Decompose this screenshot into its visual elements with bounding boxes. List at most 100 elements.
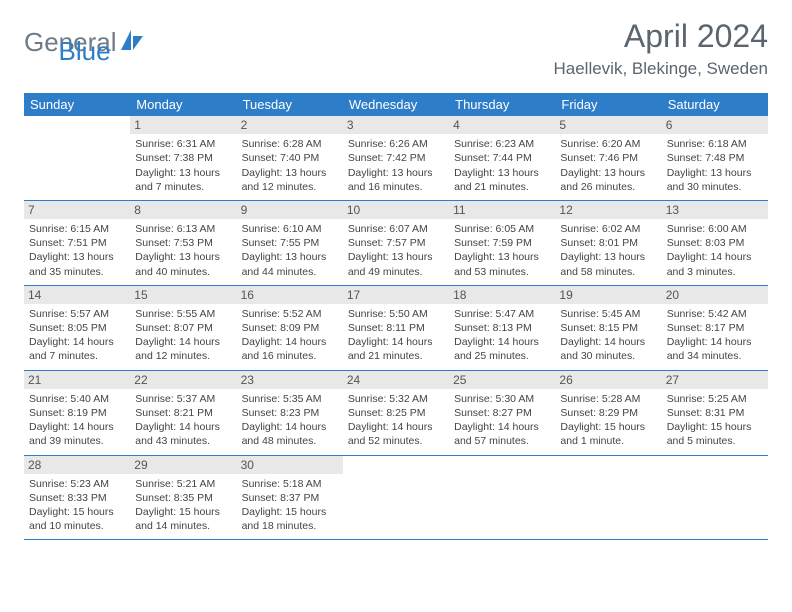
calendar-cell: 15Sunrise: 5:55 AMSunset: 8:07 PMDayligh… <box>130 285 236 370</box>
daylight-text: Daylight: 14 hours and 12 minutes. <box>135 335 231 363</box>
day-details: Sunrise: 5:23 AMSunset: 8:33 PMDaylight:… <box>29 477 125 534</box>
day-number: 27 <box>662 371 768 389</box>
calendar-week-row: 21Sunrise: 5:40 AMSunset: 8:19 PMDayligh… <box>24 370 768 455</box>
logo-word2: Blue <box>59 36 111 66</box>
sunrise-text: Sunrise: 5:42 AM <box>667 307 763 321</box>
day-number: 28 <box>24 456 130 474</box>
calendar-cell: 23Sunrise: 5:35 AMSunset: 8:23 PMDayligh… <box>237 370 343 455</box>
calendar-cell: 25 Sunrise: 5:30 AMSunset: 8:27 PMDayligh… <box>449 370 555 455</box>
day-details: Sunrise: 5:40 AMSunset: 8:19 PMDaylight:… <box>29 392 125 449</box>
daylight-text: Daylight: 13 hours and 49 minutes. <box>348 250 444 278</box>
day-number: 10 <box>343 201 449 219</box>
calendar-cell: 5 Sunrise: 6:20 AMSunset: 7:46 PMDaylight… <box>555 116 661 200</box>
sunset-text: Sunset: 8:21 PM <box>135 406 231 420</box>
day-header: Monday <box>130 93 236 116</box>
calendar-cell: 11Sunrise: 6:05 AMSunset: 7:59 PMDayligh… <box>449 200 555 285</box>
day-number: 18 <box>449 286 555 304</box>
day-header: Wednesday <box>343 93 449 116</box>
sunrise-text: Sunrise: 6:23 AM <box>454 137 550 151</box>
sunset-text: Sunset: 7:42 PM <box>348 151 444 165</box>
daylight-text: Daylight: 13 hours and 44 minutes. <box>242 250 338 278</box>
day-details: Sunrise: 5:30 AMSunset: 8:27 PMDaylight:… <box>454 392 550 449</box>
calendar-cell <box>662 455 768 540</box>
daylight-text: Daylight: 14 hours and 34 minutes. <box>667 335 763 363</box>
day-details: Sunrise: 5:45 AMSunset: 8:15 PMDaylight:… <box>560 307 656 364</box>
sunrise-text: Sunrise: 5:18 AM <box>242 477 338 491</box>
calendar-cell: 22Sunrise: 5:37 AMSunset: 8:21 PMDayligh… <box>130 370 236 455</box>
calendar-head: SundayMondayTuesdayWednesdayThursdayFrid… <box>24 93 768 116</box>
daylight-text: Daylight: 13 hours and 58 minutes. <box>560 250 656 278</box>
sunrise-text: Sunrise: 5:57 AM <box>29 307 125 321</box>
calendar-cell: 17Sunrise: 5:50 AMSunset: 8:11 PMDayligh… <box>343 285 449 370</box>
sunset-text: Sunset: 8:05 PM <box>29 321 125 335</box>
day-details: Sunrise: 6:13 AMSunset: 7:53 PMDaylight:… <box>135 222 231 279</box>
daylight-text: Daylight: 15 hours and 1 minute. <box>560 420 656 448</box>
sunset-text: Sunset: 7:40 PM <box>242 151 338 165</box>
calendar-cell: 29Sunrise: 5:21 AMSunset: 8:35 PMDayligh… <box>130 455 236 540</box>
day-number: 9 <box>237 201 343 219</box>
day-number: 2 <box>237 116 343 134</box>
day-number: 12 <box>555 201 661 219</box>
day-details: Sunrise: 5:35 AMSunset: 8:23 PMDaylight:… <box>242 392 338 449</box>
day-number: 30 <box>237 456 343 474</box>
calendar-cell: 1Sunrise: 6:31 AMSunset: 7:38 PMDaylight… <box>130 116 236 200</box>
day-details: Sunrise: 5:32 AMSunset: 8:25 PMDaylight:… <box>348 392 444 449</box>
day-header: Friday <box>555 93 661 116</box>
day-number: 17 <box>343 286 449 304</box>
calendar-cell: 3Sunrise: 6:26 AMSunset: 7:42 PMDaylight… <box>343 116 449 200</box>
day-details: Sunrise: 5:42 AMSunset: 8:17 PMDaylight:… <box>667 307 763 364</box>
sunrise-text: Sunrise: 6:20 AM <box>560 137 656 151</box>
calendar-cell: 21Sunrise: 5:40 AMSunset: 8:19 PMDayligh… <box>24 370 130 455</box>
calendar-cell: 8Sunrise: 6:13 AMSunset: 7:53 PMDaylight… <box>130 200 236 285</box>
calendar-cell: 30 Sunrise: 5:18 AMSunset: 8:37 PMDayligh… <box>237 455 343 540</box>
day-details: Sunrise: 6:02 AMSunset: 8:01 PMDaylight:… <box>560 222 656 279</box>
calendar-week-row: 28 Sunrise: 5:23 AMSunset: 8:33 PMDayligh… <box>24 455 768 540</box>
sunset-text: Sunset: 8:35 PM <box>135 491 231 505</box>
calendar-cell: 13Sunrise: 6:00 AMSunset: 8:03 PMDayligh… <box>662 200 768 285</box>
calendar-week-row: 1Sunrise: 6:31 AMSunset: 7:38 PMDaylight… <box>24 116 768 200</box>
calendar-week-row: 7Sunrise: 6:15 AMSunset: 7:51 PMDaylight… <box>24 200 768 285</box>
sunrise-text: Sunrise: 6:00 AM <box>667 222 763 236</box>
day-details: Sunrise: 5:37 AMSunset: 8:21 PMDaylight:… <box>135 392 231 449</box>
sunrise-text: Sunrise: 6:18 AM <box>667 137 763 151</box>
month-title: April 2024 <box>553 18 768 55</box>
day-number: 14 <box>24 286 130 304</box>
calendar-cell: 2Sunrise: 6:28 AMSunset: 7:40 PMDaylight… <box>237 116 343 200</box>
sunrise-text: Sunrise: 5:45 AM <box>560 307 656 321</box>
sunset-text: Sunset: 7:57 PM <box>348 236 444 250</box>
daylight-text: Daylight: 14 hours and 3 minutes. <box>667 250 763 278</box>
sunset-text: Sunset: 7:53 PM <box>135 236 231 250</box>
daylight-text: Daylight: 14 hours and 25 minutes. <box>454 335 550 363</box>
sunrise-text: Sunrise: 5:52 AM <box>242 307 338 321</box>
sunset-text: Sunset: 8:37 PM <box>242 491 338 505</box>
day-details: Sunrise: 5:21 AMSunset: 8:35 PMDaylight:… <box>135 477 231 534</box>
day-number: 5 <box>555 116 661 134</box>
day-number: 26 <box>555 371 661 389</box>
sunrise-text: Sunrise: 5:50 AM <box>348 307 444 321</box>
daylight-text: Daylight: 14 hours and 21 minutes. <box>348 335 444 363</box>
calendar-cell: 10Sunrise: 6:07 AMSunset: 7:57 PMDayligh… <box>343 200 449 285</box>
calendar-cell <box>343 455 449 540</box>
daylight-text: Daylight: 15 hours and 5 minutes. <box>667 420 763 448</box>
sunrise-text: Sunrise: 6:28 AM <box>242 137 338 151</box>
calendar-cell: 12 Sunrise: 6:02 AMSunset: 8:01 PMDayligh… <box>555 200 661 285</box>
calendar-cell: 19Sunrise: 5:45 AMSunset: 8:15 PMDayligh… <box>555 285 661 370</box>
calendar-week-row: 14 Sunrise: 5:57 AMSunset: 8:05 PM Dayligh… <box>24 285 768 370</box>
day-number: 25 <box>449 371 555 389</box>
daylight-text: Daylight: 14 hours and 52 minutes. <box>348 420 444 448</box>
day-details: Sunrise: 6:00 AMSunset: 8:03 PMDaylight:… <box>667 222 763 279</box>
sunset-text: Sunset: 7:48 PM <box>667 151 763 165</box>
daylight-text: Daylight: 13 hours and 53 minutes. <box>454 250 550 278</box>
calendar-cell <box>555 455 661 540</box>
sunrise-text: Sunrise: 5:21 AM <box>135 477 231 491</box>
logo: General Blue <box>24 18 111 67</box>
day-details: Sunrise: 5:18 AMSunset: 8:37 PMDaylight:… <box>242 477 338 534</box>
sunrise-text: Sunrise: 5:40 AM <box>29 392 125 406</box>
day-details: Sunrise: 6:20 AMSunset: 7:46 PMDaylight:… <box>560 137 656 194</box>
sunset-text: Sunset: 8:13 PM <box>454 321 550 335</box>
calendar-body: 1Sunrise: 6:31 AMSunset: 7:38 PMDaylight… <box>24 116 768 540</box>
day-header: Sunday <box>24 93 130 116</box>
sunrise-text: Sunrise: 6:10 AM <box>242 222 338 236</box>
daylight-text: Daylight: 13 hours and 16 minutes. <box>348 166 444 194</box>
sunset-text: Sunset: 7:44 PM <box>454 151 550 165</box>
